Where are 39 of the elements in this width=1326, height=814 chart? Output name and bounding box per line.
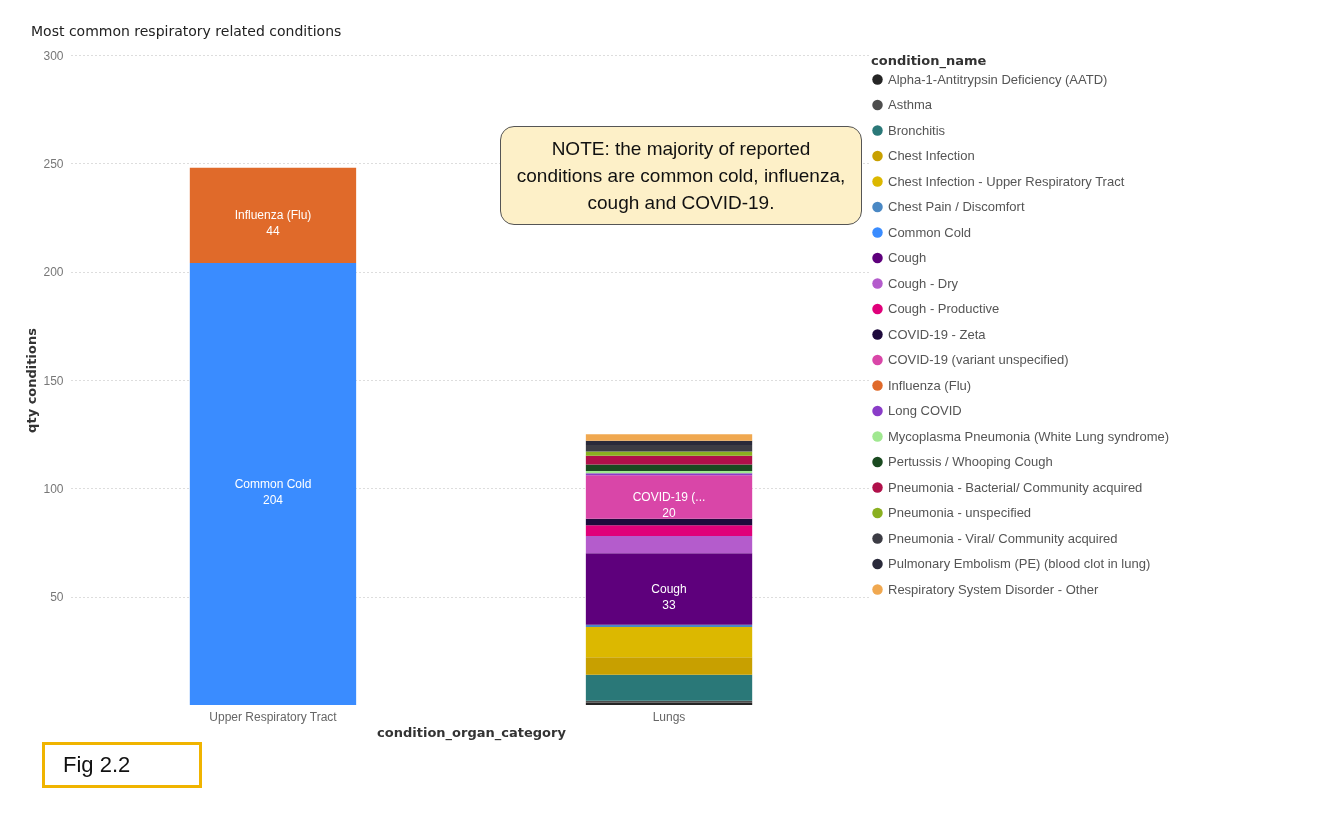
legend-label: Cough - Dry	[888, 275, 959, 291]
x-tick-label: Lungs	[652, 709, 686, 724]
legend-label: Pertussis / Whooping Cough	[888, 454, 1053, 469]
legend-title: condition_name	[871, 53, 987, 69]
legend-label: Pneumonia - Viral/ Community acquired	[888, 530, 1118, 546]
legend-label: Common Cold	[888, 224, 972, 240]
legend-label: Chest Infection - Upper Respiratory Tract	[888, 173, 1125, 189]
x-tick-label: Upper Respiratory Tract	[209, 709, 338, 724]
label-frame: Fig 2.2	[42, 742, 202, 788]
y-tick-label: 150	[43, 373, 64, 388]
legend-label: Pneumonia - unspecified	[888, 505, 1032, 520]
legend-label: Cough	[888, 250, 927, 265]
chart-title: Most common respiratory related conditions	[31, 23, 342, 39]
y-tick-label: 100	[43, 481, 64, 496]
legend-label: Influenza (Flu)	[888, 377, 972, 393]
data-label: Cough 33	[651, 582, 687, 613]
legend-label: Long COVID	[888, 403, 962, 418]
data-label: Common Cold 204	[234, 477, 312, 507]
annotation: NOTE: the majority of reported conditions are common cold, influenza, cough and COVID-19.	[500, 126, 862, 225]
data-label: Influenza (Flu) 44	[234, 208, 312, 239]
legend-label: Pneumonia - Bacterial/ Community acquired	[888, 479, 1143, 495]
x-axis-title: condition_organ_category	[377, 724, 567, 741]
legend-label: Respiratory System Disorder - Other	[888, 581, 1099, 597]
legend-label: Asthma	[888, 97, 933, 112]
y-axis-title: qty conditions	[24, 327, 40, 433]
y-tick-label: 200	[43, 265, 64, 280]
legend-label: Pulmonary Embolism (PE) (blood clot in lung)	[888, 556, 1151, 571]
legend-label: Cough - Productive	[888, 301, 1000, 316]
y-tick-label: 50	[50, 590, 64, 605]
legend-label: Chest Infection	[888, 148, 975, 163]
legend-label: Alpha-1-Antitrypsin Deficiency (AATD)	[888, 71, 1108, 87]
legend-label: Bronchitis	[888, 122, 946, 138]
legend-label: COVID-19 (variant unspecified)	[888, 352, 1069, 367]
data-label: COVID-19 (... 20	[632, 490, 706, 520]
legend-label: Mycoplasma Pneumonia (White Lung syndrome)	[888, 428, 1170, 444]
legend-label: Chest Pain / Discomfort	[888, 199, 1025, 214]
legend-label: COVID-19 - Zeta	[888, 326, 987, 342]
y-tick-label: 250	[43, 156, 64, 171]
y-tick-label: 300	[43, 48, 64, 63]
